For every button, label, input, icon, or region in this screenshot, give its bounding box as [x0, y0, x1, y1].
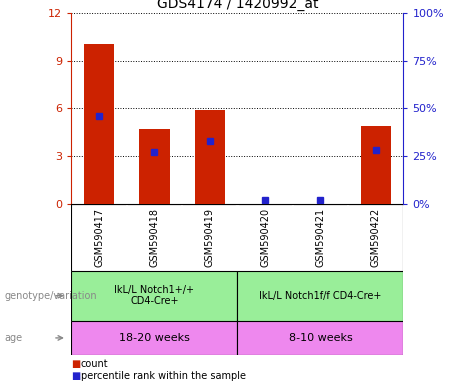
- Bar: [84, 43, 114, 204]
- Bar: [237, 321, 403, 355]
- Text: age: age: [5, 333, 23, 343]
- Text: GSM590419: GSM590419: [205, 208, 215, 266]
- Text: percentile rank within the sample: percentile rank within the sample: [81, 371, 246, 381]
- Text: ■: ■: [71, 371, 81, 381]
- Bar: [361, 126, 391, 204]
- Text: GSM590421: GSM590421: [315, 208, 325, 266]
- Bar: [237, 271, 403, 321]
- Text: genotype/variation: genotype/variation: [5, 291, 97, 301]
- Text: IkL/L Notch1+/+
CD4-Cre+: IkL/L Notch1+/+ CD4-Cre+: [114, 285, 195, 306]
- Text: GSM590418: GSM590418: [149, 208, 160, 266]
- Text: 8-10 weeks: 8-10 weeks: [289, 333, 352, 343]
- Text: ■: ■: [71, 359, 81, 369]
- Bar: [71, 321, 237, 355]
- Text: GSM590420: GSM590420: [260, 208, 270, 266]
- Title: GDS4174 / 1420992_at: GDS4174 / 1420992_at: [157, 0, 318, 11]
- Text: GSM590422: GSM590422: [371, 207, 381, 267]
- Bar: [71, 271, 237, 321]
- Text: GSM590417: GSM590417: [94, 208, 104, 266]
- Text: 18-20 weeks: 18-20 weeks: [119, 333, 190, 343]
- Bar: [195, 110, 225, 204]
- Text: IkL/L Notch1f/f CD4-Cre+: IkL/L Notch1f/f CD4-Cre+: [259, 291, 382, 301]
- Text: count: count: [81, 359, 108, 369]
- Bar: [139, 129, 170, 204]
